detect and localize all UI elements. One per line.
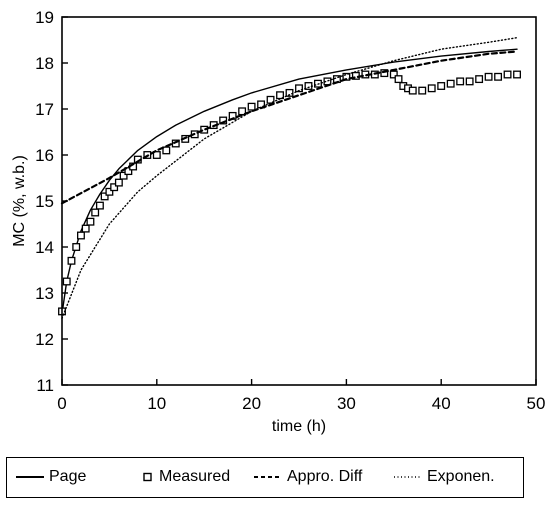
measured-point xyxy=(105,187,114,196)
legend-label-appro-diff: Appro. Diff xyxy=(287,468,363,485)
y-tick-label: 19 xyxy=(35,8,54,27)
legend-label-exponen: Exponen. xyxy=(427,468,495,485)
x-tick-label: 40 xyxy=(432,394,451,413)
square-marker-swatch-icon xyxy=(143,472,152,482)
y-tick-label: 16 xyxy=(35,146,54,165)
legend: Page Measured Appro. Diff Exponen. xyxy=(6,457,524,498)
measured-point xyxy=(456,77,465,86)
measured-point xyxy=(427,84,436,93)
y-tick-label: 12 xyxy=(35,330,54,349)
measured-point xyxy=(119,171,128,180)
measured-point xyxy=(503,70,512,79)
measured-point xyxy=(171,139,180,148)
measured-point xyxy=(475,75,484,84)
measured-point xyxy=(247,102,256,111)
measured-point xyxy=(91,208,100,217)
y-tick-label: 14 xyxy=(35,238,54,257)
dotted-line-swatch-icon xyxy=(394,476,422,478)
measured-point xyxy=(408,86,417,95)
series-appro-diff-line xyxy=(60,50,519,205)
measured-point xyxy=(95,201,104,210)
measured-point xyxy=(513,70,521,79)
legend-label-page: Page xyxy=(49,468,87,485)
measured-point xyxy=(124,167,133,176)
series-exponen-line xyxy=(61,37,518,319)
x-tick-label: 50 xyxy=(527,394,545,413)
measured-point xyxy=(77,231,85,240)
legend-item-measured: Measured xyxy=(141,458,230,496)
measured-point xyxy=(465,77,474,86)
x-axis-title: time (h) xyxy=(272,418,326,435)
measured-point xyxy=(86,217,95,226)
y-tick-label: 13 xyxy=(35,284,54,303)
measured-point xyxy=(81,224,90,233)
measured-point xyxy=(200,125,209,134)
measured-point xyxy=(484,72,493,81)
y-tick-label: 15 xyxy=(35,192,54,211)
y-tick-label: 11 xyxy=(36,376,54,395)
legend-item-page: Page xyxy=(15,458,86,496)
y-axis-title: MC (%, w.b.) xyxy=(11,155,28,247)
legend-item-exponen: Exponen. xyxy=(393,458,495,496)
measured-point xyxy=(152,151,161,159)
measured-point xyxy=(446,79,455,88)
measured-point xyxy=(100,192,109,201)
measured-point xyxy=(114,178,123,187)
chart: 0 10 20 30 40 50 11 12 13 14 15 16 17 18 19 time (h) M… xyxy=(11,8,545,435)
series-page-line xyxy=(61,48,518,315)
x-tick-label: 20 xyxy=(242,394,261,413)
measured-point xyxy=(62,277,71,286)
measured-point xyxy=(72,243,81,251)
measured-point xyxy=(67,256,76,265)
solid-line-swatch-icon xyxy=(16,476,44,478)
y-tick-label: 17 xyxy=(35,100,54,119)
legend-item-appro-diff: Appro. Diff xyxy=(253,458,362,496)
measured-point xyxy=(380,69,389,78)
measured-point xyxy=(110,183,119,192)
measured-point xyxy=(295,84,303,93)
measured-point xyxy=(494,72,503,81)
measured-point xyxy=(437,82,446,90)
measured-point xyxy=(394,75,403,84)
x-tick-label: 10 xyxy=(147,394,166,413)
measured-point xyxy=(418,86,427,95)
x-tick-label: 30 xyxy=(337,394,356,413)
measured-point xyxy=(389,70,398,79)
x-tick-label: 0 xyxy=(57,394,66,413)
dashed-line-swatch-icon xyxy=(254,476,282,478)
plot-area-frame xyxy=(61,16,537,386)
y-tick-label: 18 xyxy=(35,54,54,73)
series-measured-markers xyxy=(58,69,521,316)
legend-label-measured: Measured xyxy=(159,468,231,485)
